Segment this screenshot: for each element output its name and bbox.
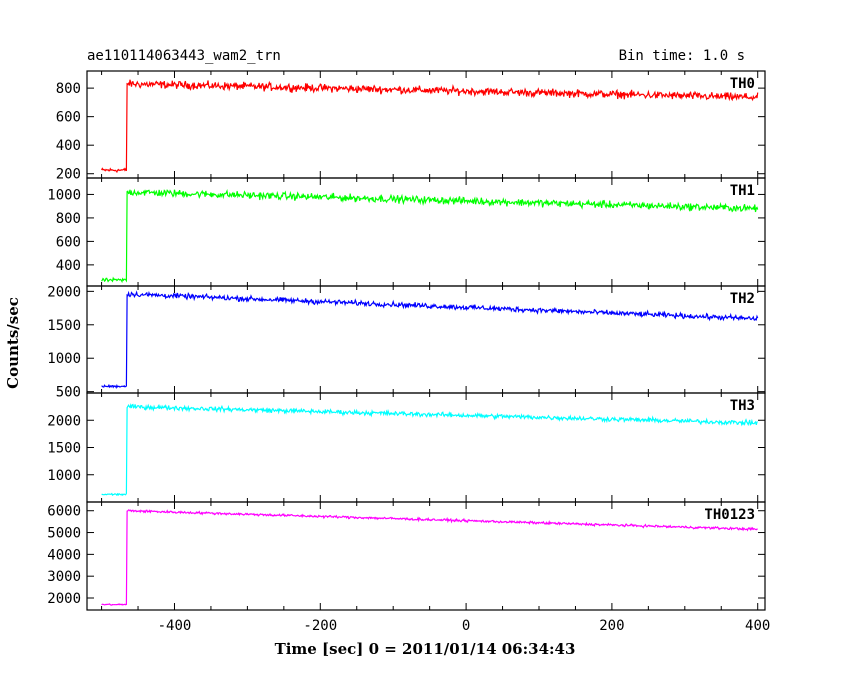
- y-tick-label: 4000: [47, 547, 81, 563]
- x-tick-label: -200: [303, 618, 337, 634]
- panel-frame: [86, 285, 766, 394]
- x-tick-label: -400: [158, 618, 192, 634]
- y-tick-label: 1000: [47, 187, 81, 203]
- y-tick-label: 600: [56, 234, 81, 250]
- x-tick-label: 400: [745, 618, 770, 634]
- series-label-th0123: TH0123: [704, 507, 755, 523]
- y-tick-label: 5000: [47, 526, 81, 542]
- y-tick-label: 2000: [47, 284, 81, 300]
- bin-time-label: Bin time: 1.0 s: [619, 48, 745, 64]
- series-line-th2: [101, 290, 759, 389]
- y-tick-label: 800: [56, 81, 81, 97]
- x-axis-label: Time [sec] 0 = 2011/01/14 06:34:43: [275, 640, 576, 658]
- y-tick-label: 1000: [47, 468, 81, 484]
- y-axis-label: Counts/sec: [4, 297, 22, 389]
- panel-frame: [86, 501, 766, 611]
- y-tick-label: 6000: [47, 504, 81, 520]
- x-tick-label: 0: [462, 618, 470, 634]
- chart-title: ae110114063443_wam2_trn: [87, 48, 281, 64]
- y-tick-label: 400: [56, 258, 81, 274]
- series-label-th1: TH1: [730, 183, 755, 199]
- y-tick-label: 3000: [47, 569, 81, 585]
- y-tick-label: 200: [56, 167, 81, 183]
- y-tick-label: 2000: [47, 591, 81, 607]
- panel-th2: 500 1000 1500 2000 TH2: [47, 284, 766, 401]
- y-tick-label: 500: [56, 385, 81, 401]
- x-tick-label: 200: [599, 618, 624, 634]
- y-tick-label: 1500: [47, 318, 81, 334]
- panel-th3: 1000 1500 2000 TH3: [47, 392, 766, 503]
- panels-group: 200 400 600 800 TH0 400 600 800 1000 TH1 500 1000 15…: [47, 70, 770, 634]
- y-tick-label: 600: [56, 110, 81, 126]
- series-label-th2: TH2: [730, 291, 755, 307]
- series-line-th3: [101, 402, 758, 497]
- series-line-th1: [101, 188, 759, 284]
- series-line-th0: [101, 79, 759, 174]
- series-label-th0: TH0: [730, 76, 755, 92]
- panel-th0123: 2000 3000 4000 5000 6000 TH0123 -400 -200 0 200 40…: [47, 501, 770, 634]
- panel-th0: 200 400 600 800 TH0: [56, 70, 766, 183]
- series-line-th0123: [101, 509, 758, 606]
- y-tick-label: 1500: [47, 441, 81, 457]
- y-tick-label: 2000: [47, 413, 81, 429]
- y-tick-label: 400: [56, 138, 81, 154]
- y-tick-label: 1000: [47, 351, 81, 367]
- series-label-th3: TH3: [730, 398, 755, 414]
- y-tick-label: 800: [56, 211, 81, 227]
- panel-th1: 400 600 800 1000 TH1: [47, 177, 766, 287]
